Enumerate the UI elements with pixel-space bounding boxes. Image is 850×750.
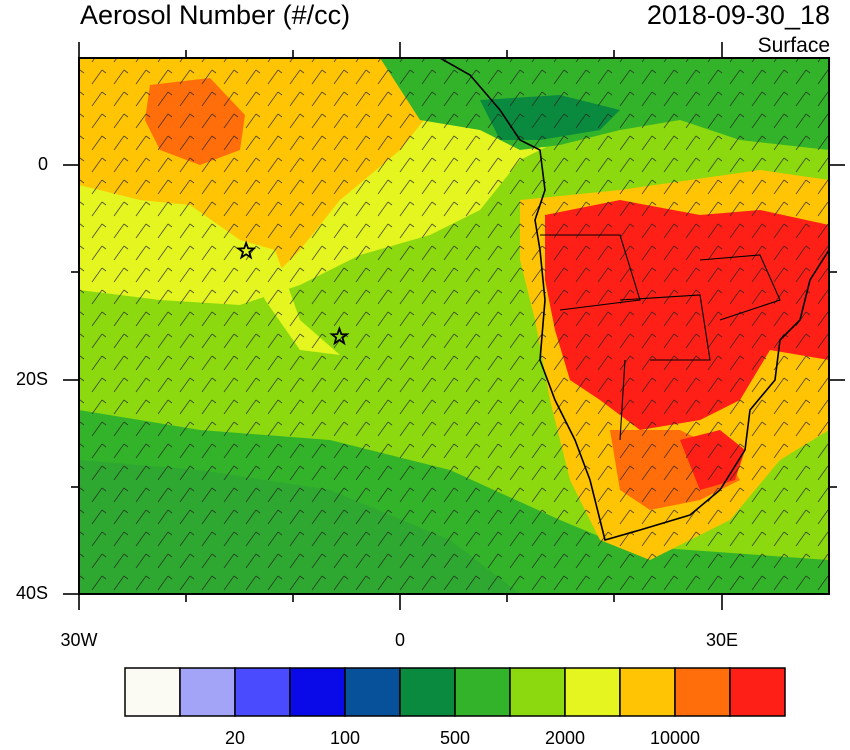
colorbar-box-5 <box>344 667 401 717</box>
colorbar-label-500: 500 <box>439 728 471 748</box>
colorbar <box>124 667 786 717</box>
plot-level: Surface <box>757 34 830 57</box>
colorbar-label-20: 20 <box>224 728 246 748</box>
lon-label-30w: 30W <box>60 630 98 650</box>
site-markers <box>235 240 350 346</box>
colorbar-label-2000: 2000 <box>544 728 586 748</box>
plot-datetime: 2018-09-30_18 <box>646 0 830 30</box>
lat-label-0: 0 <box>37 154 48 174</box>
lat-label-20s: 20S <box>15 369 48 389</box>
colorbar-box-4 <box>289 667 346 717</box>
colorbar-box-12 <box>729 667 786 717</box>
colorbar-box-11 <box>674 667 731 717</box>
axis-ticks <box>63 42 845 610</box>
lon-label-0: 0 <box>394 630 405 650</box>
colorbar-box-8 <box>509 667 566 717</box>
aerosol-field <box>79 58 829 594</box>
colorbar-box-10 <box>619 667 676 717</box>
colorbar-box-3 <box>234 667 291 717</box>
lon-label-30e: 30E <box>705 630 739 650</box>
colorbar-label-10000: 10000 <box>649 728 701 748</box>
colorbar-box-2 <box>179 667 236 717</box>
site-marker-1 <box>235 240 257 260</box>
lat-label-40s: 40S <box>15 583 48 603</box>
colorbar-box-1 <box>124 667 181 717</box>
colorbar-box-7 <box>454 667 511 717</box>
site-marker-2 <box>329 326 350 346</box>
colorbar-box-6 <box>399 667 456 717</box>
colorbar-box-9 <box>564 667 621 717</box>
colorbar-label-100: 100 <box>329 728 361 748</box>
plot-title: Aerosol Number (#/cc) <box>80 0 351 30</box>
